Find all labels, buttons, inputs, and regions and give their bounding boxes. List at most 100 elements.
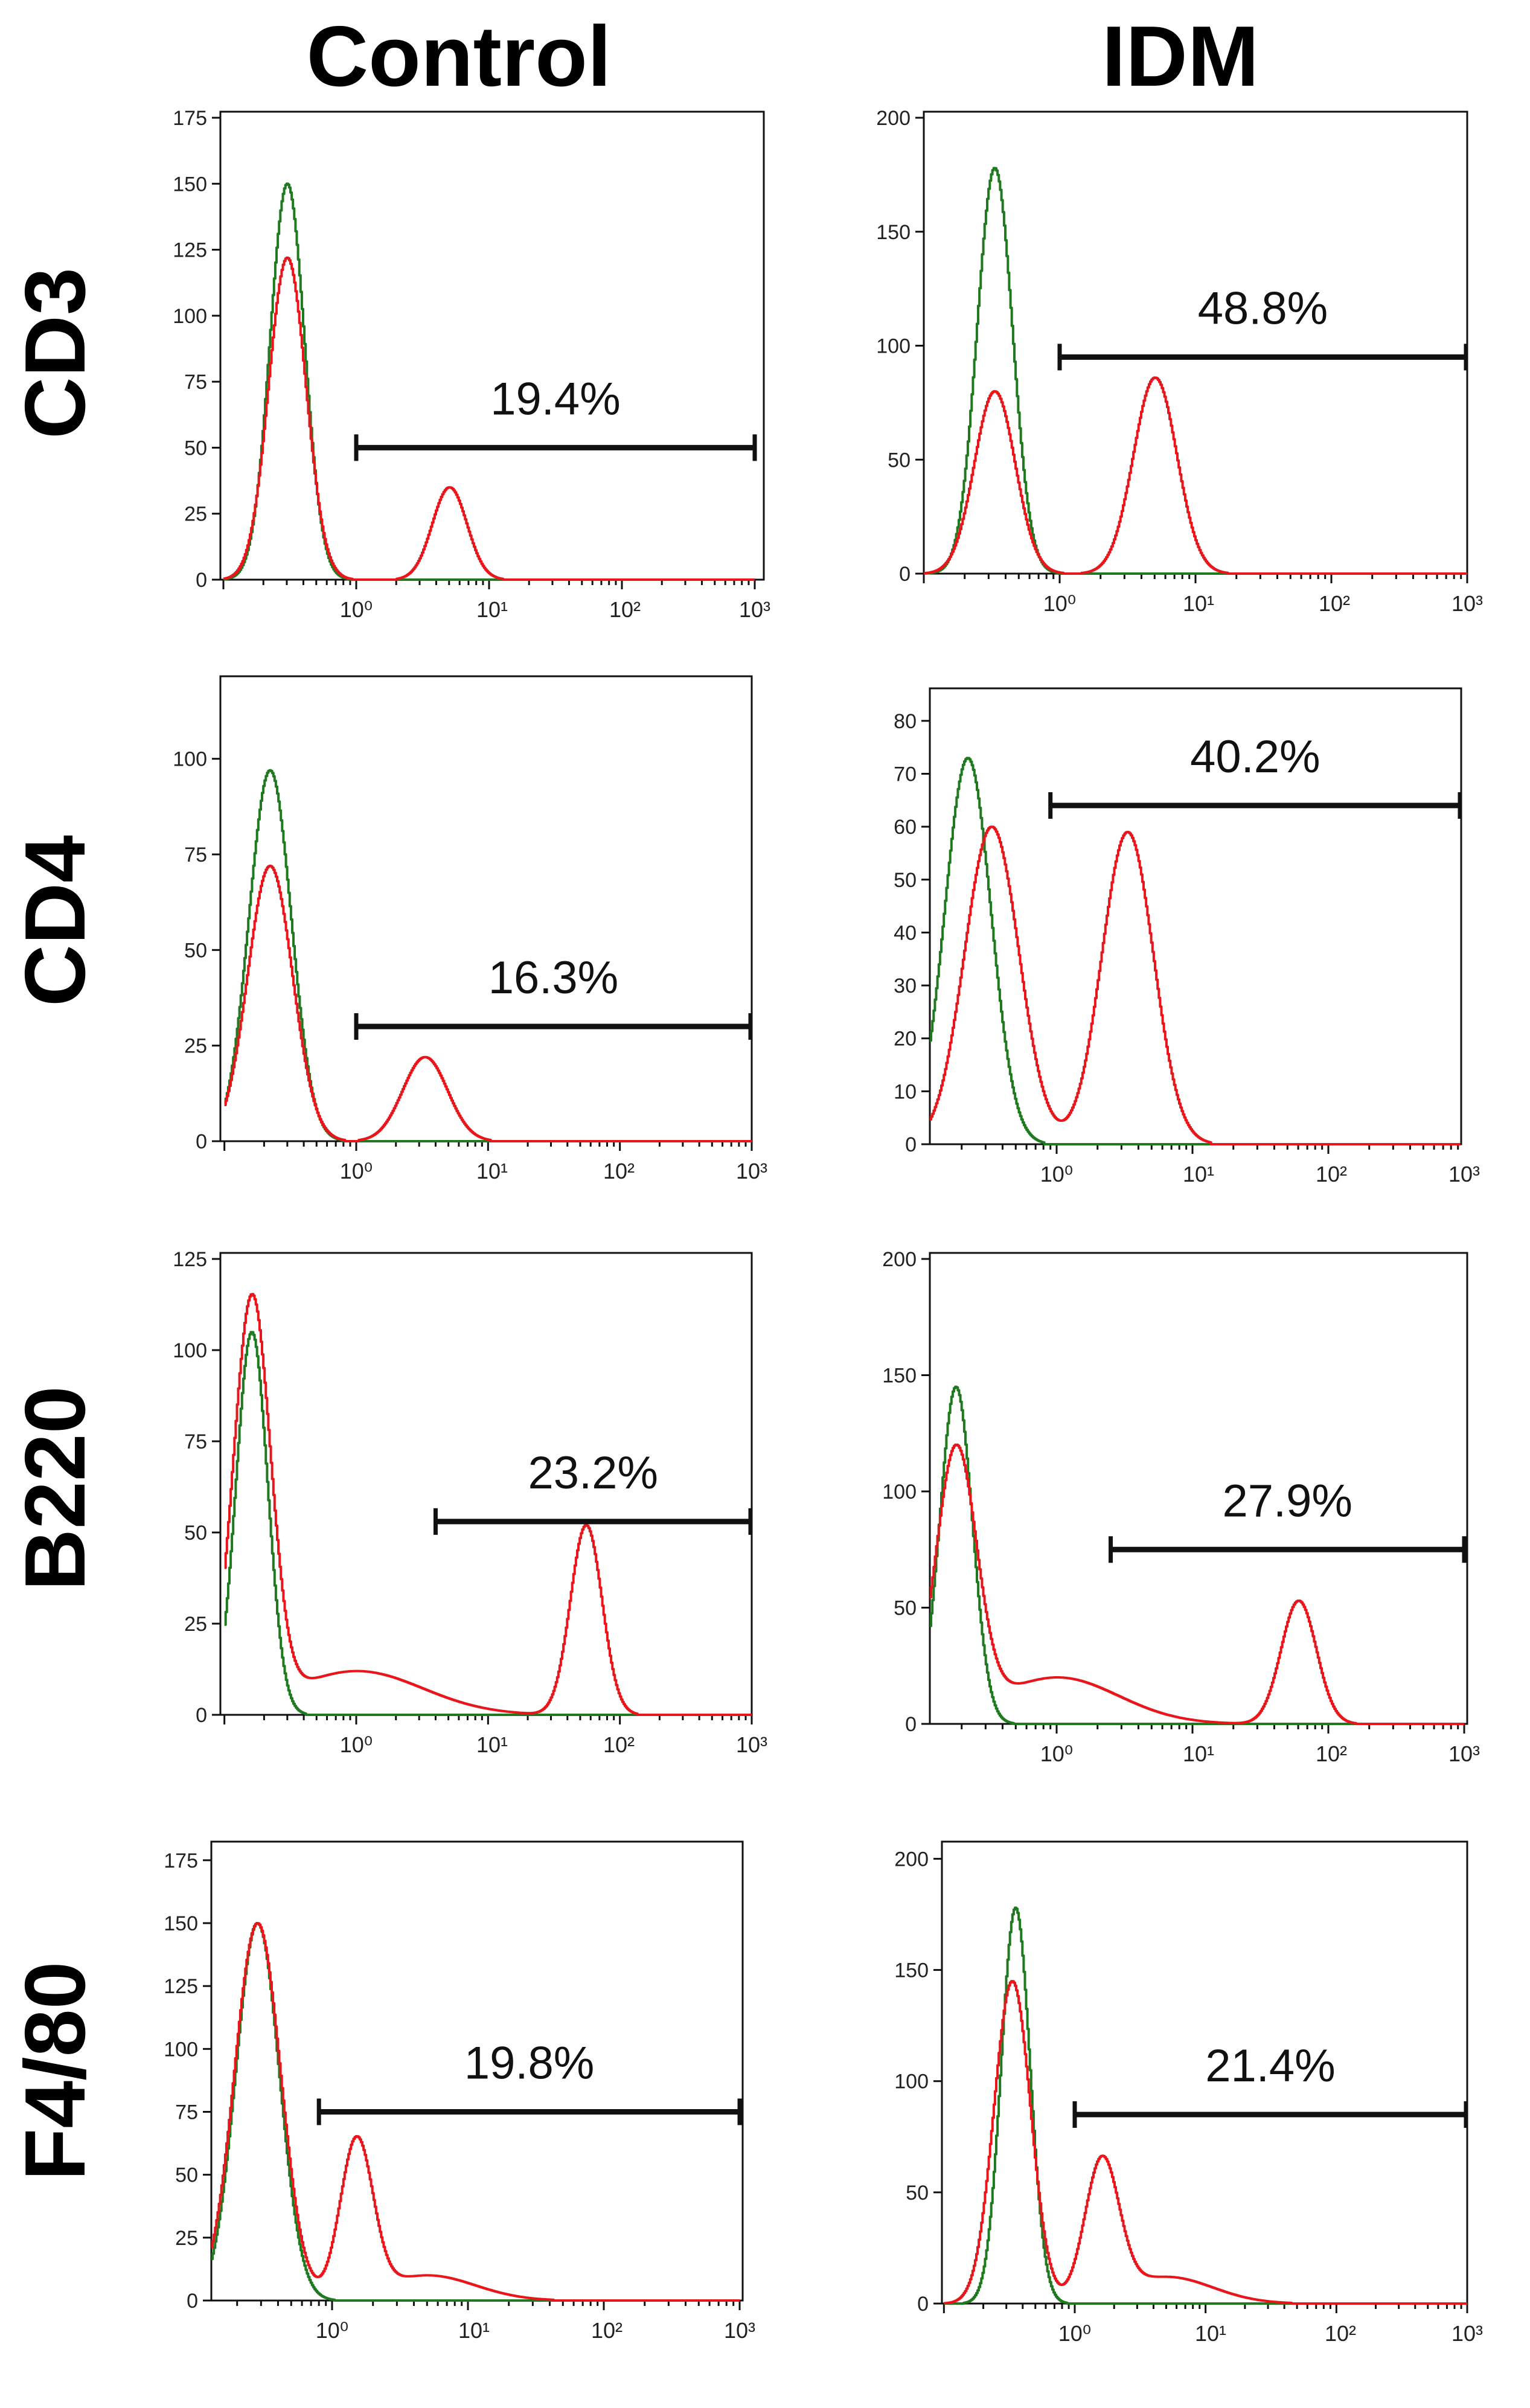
- x-tick-label: 10⁰: [340, 1159, 373, 1183]
- gate-percentage-label: 21.4%: [1205, 2040, 1336, 2092]
- y-tick-label: 100: [173, 1339, 207, 1362]
- x-tick-label: 10⁰: [316, 2318, 348, 2343]
- y-tick-label: 50: [184, 939, 207, 962]
- y-tick-label: 200: [876, 107, 911, 130]
- plot-frame: [219, 675, 753, 1142]
- y-tick-label: 75: [184, 371, 207, 394]
- x-tick-label: 10¹: [1195, 2321, 1226, 2346]
- y-tick-label: 0: [899, 563, 911, 586]
- histogram-panel: 0 25 50 75 100 125 10⁰ 10¹ 10² 10³ 23.2%: [173, 1248, 767, 1757]
- gate-marker: [1072, 2101, 1468, 2128]
- x-tick-label: 10²: [1319, 591, 1350, 616]
- y-tick-label: 75: [184, 1430, 207, 1453]
- histogram-panel: 0 25 50 75 100 125 150 175 10⁰ 10¹ 10² 10³ 19.8%: [164, 1840, 755, 2343]
- y-tick-label: 150: [173, 173, 207, 196]
- gate-percentage-label: 23.2%: [528, 1447, 658, 1499]
- stained-histogram-red: [944, 1980, 1467, 2305]
- y-tick-label: 50: [888, 449, 911, 472]
- gate-marker: [1109, 1536, 1467, 1563]
- column-title-control: Control: [307, 8, 612, 104]
- y-tick-label: 0: [187, 2290, 198, 2313]
- y-tick-label: 0: [917, 2293, 929, 2316]
- row-title-cd4: CD4: [7, 835, 103, 1007]
- x-tick-label: 10⁰: [1043, 591, 1076, 616]
- gate-marker: [1048, 792, 1462, 819]
- stained-histogram-red: [930, 1443, 1464, 1725]
- plot-frame: [941, 1840, 1468, 2305]
- stained-histogram-red: [223, 256, 755, 581]
- x-tick-label: 10³: [1452, 2321, 1483, 2346]
- x-tick-label: 10³: [736, 1159, 767, 1183]
- x-tick-label: 10⁰: [1040, 1741, 1073, 1766]
- x-tick-label: 10³: [1448, 1162, 1480, 1186]
- x-tick-label: 10²: [1325, 2321, 1356, 2346]
- gate-marker: [433, 1508, 753, 1535]
- y-tick-label: 0: [196, 1130, 207, 1153]
- x-tick-label: 10³: [736, 1732, 767, 1757]
- y-tick-label: 25: [175, 2227, 198, 2250]
- histogram-panel: 0 10 20 30 40 50 60 70 80 10⁰ 10¹ 10² 10³ 40.2%: [894, 687, 1480, 1186]
- y-tick-label: 60: [894, 816, 917, 839]
- histogram-panel: 0 25 50 75 100 125 150 175 10⁰ 10¹ 10² 10³ 19.4%: [173, 107, 770, 622]
- y-tick-label: 100: [173, 305, 207, 328]
- histogram-panel: 0 50 100 150 200 10⁰ 10¹ 10² 10³ 21.4%: [894, 1840, 1483, 2346]
- x-tick-label: 10¹: [1183, 591, 1214, 616]
- histogram-panel: 0 50 100 150 200 10⁰ 10¹ 10² 10³ 27.9%: [882, 1248, 1480, 1766]
- x-tick-label: 10²: [1316, 1741, 1347, 1766]
- y-tick-label: 150: [876, 221, 911, 244]
- x-tick-label: 10³: [1448, 1741, 1480, 1766]
- y-tick-label: 125: [164, 1975, 198, 1998]
- row-title-cd3: CD3: [7, 267, 103, 439]
- gate-marker: [354, 434, 757, 461]
- y-tick-label: 40: [894, 921, 917, 944]
- stained-histogram-red: [930, 825, 1461, 1145]
- gate-percentage-label: 16.3%: [488, 952, 619, 1004]
- y-tick-label: 200: [882, 1248, 917, 1271]
- y-tick-label: 50: [175, 2164, 198, 2187]
- x-tick-label: 10⁰: [1058, 2321, 1091, 2346]
- column-title-idm: IDM: [1102, 8, 1259, 104]
- x-tick-label: 10³: [724, 2318, 755, 2343]
- y-tick-label: 200: [894, 1848, 929, 1871]
- x-tick-label: 10⁰: [340, 597, 373, 622]
- y-tick-label: 150: [894, 1959, 929, 1982]
- isotype-histogram-green: [930, 1385, 1464, 1725]
- isotype-histogram-green: [924, 167, 1467, 575]
- stained-histogram-red: [211, 1922, 740, 2302]
- y-tick-label: 100: [164, 2038, 198, 2061]
- x-tick-label: 10¹: [1183, 1162, 1214, 1186]
- x-tick-label: 10¹: [476, 597, 508, 622]
- y-tick-label: 150: [164, 1912, 198, 1935]
- y-tick-label: 10: [894, 1080, 917, 1103]
- x-tick-label: 10¹: [1183, 1741, 1214, 1766]
- y-tick-label: 50: [906, 2182, 929, 2205]
- y-tick-label: 50: [184, 1522, 207, 1545]
- gate-percentage-label: 48.8%: [1198, 283, 1328, 334]
- stained-histogram-red: [224, 865, 752, 1142]
- y-tick-label: 75: [175, 2101, 198, 2124]
- y-tick-label: 125: [173, 239, 207, 262]
- isotype-histogram-green: [223, 182, 755, 581]
- y-tick-label: 50: [184, 437, 207, 460]
- y-tick-label: 0: [905, 1133, 917, 1156]
- x-tick-label: 10²: [609, 597, 641, 622]
- x-tick-label: 10²: [603, 1732, 635, 1757]
- y-tick-label: 150: [882, 1365, 917, 1388]
- x-tick-label: 10¹: [476, 1732, 508, 1757]
- gate-marker: [316, 2098, 742, 2125]
- y-tick-label: 100: [173, 748, 207, 771]
- y-tick-label: 25: [184, 1613, 207, 1636]
- isotype-histogram-green: [944, 1906, 1467, 2305]
- y-tick-label: 80: [894, 710, 917, 733]
- y-tick-label: 100: [882, 1481, 917, 1503]
- y-tick-label: 0: [196, 1704, 207, 1727]
- y-tick-label: 175: [164, 1849, 198, 1872]
- x-tick-label: 10³: [739, 597, 770, 622]
- y-tick-label: 100: [876, 335, 911, 358]
- y-tick-label: 20: [894, 1028, 917, 1051]
- stained-histogram-red: [924, 376, 1467, 575]
- row-title-f480: F4/80: [7, 1961, 103, 2180]
- y-tick-label: 100: [894, 2070, 929, 2093]
